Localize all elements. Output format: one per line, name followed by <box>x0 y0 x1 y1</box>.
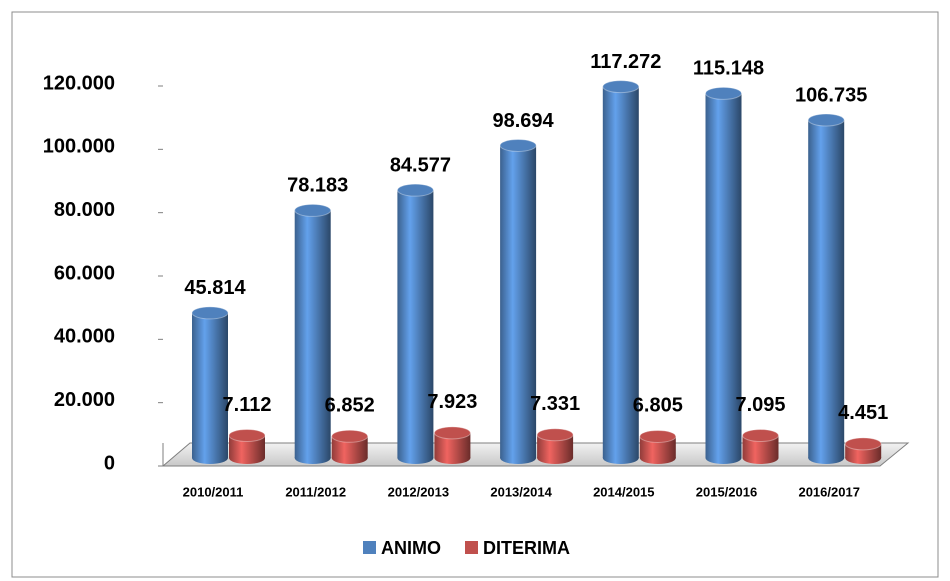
data-label: 7.331 <box>530 393 580 415</box>
legend-swatch <box>363 541 376 554</box>
data-label: 4.451 <box>838 402 888 424</box>
data-label: 6.852 <box>325 395 375 417</box>
x-tick-label: 2014/2015 <box>593 484 654 499</box>
cylinder-top <box>396 183 434 197</box>
x-tick-label: 2010/2011 <box>183 484 244 499</box>
legend-swatch <box>465 541 478 554</box>
cylinder-top <box>639 429 677 443</box>
y-tick-label: 60.000 <box>54 262 115 284</box>
cylinder-top <box>536 428 574 442</box>
cylinder-top <box>742 429 779 443</box>
bar <box>808 120 845 459</box>
bar <box>602 86 639 458</box>
data-label: 106.735 <box>795 84 867 106</box>
bar <box>397 190 434 458</box>
bar <box>331 436 368 458</box>
bar <box>192 312 228 458</box>
x-tick-label: 2012/2013 <box>388 484 449 499</box>
cylinder-top <box>705 86 742 100</box>
cylinder-top <box>331 429 369 443</box>
bar <box>742 435 779 458</box>
data-label: 84.577 <box>390 154 451 176</box>
bar <box>500 145 537 458</box>
legend-label: ANIMO <box>381 538 441 558</box>
bar <box>705 93 742 458</box>
y-tick-label: 120.000 <box>43 72 115 94</box>
cylinder-top <box>191 306 229 320</box>
data-label: 6.805 <box>633 395 683 417</box>
bar <box>229 435 265 458</box>
y-tick-label: 20.000 <box>54 389 115 411</box>
y-tick-label: 80.000 <box>54 199 115 221</box>
cylinder-top <box>499 138 537 152</box>
cylinder-top <box>844 437 882 451</box>
bar <box>294 210 331 458</box>
bar <box>639 436 676 458</box>
data-label: 7.923 <box>427 391 477 413</box>
y-tick-label: 100.000 <box>43 136 115 158</box>
bar <box>537 434 574 458</box>
data-label: 7.095 <box>735 394 785 416</box>
data-label: 78.183 <box>287 175 348 197</box>
y-tick-label: 40.000 <box>54 326 115 348</box>
cylinder-top <box>294 203 332 217</box>
x-tick-label: 2011/2012 <box>285 484 346 499</box>
data-label: 117.272 <box>590 51 661 73</box>
legend-label: DITERIMA <box>483 538 570 558</box>
chart-border <box>11 11 939 578</box>
data-label: 115.148 <box>693 58 764 80</box>
cylinder-top <box>807 113 845 127</box>
data-label: 45.814 <box>184 277 246 299</box>
data-label: 98.694 <box>493 110 555 132</box>
x-tick-label: 2013/2014 <box>490 484 552 499</box>
x-tick-label: 2016/2017 <box>798 484 859 499</box>
cylinder-top <box>228 428 266 442</box>
cylinder-top <box>602 80 640 94</box>
data-label: 7.112 <box>223 394 272 416</box>
y-tick-label: 0 <box>104 452 115 474</box>
x-tick-label: 2015/2016 <box>696 484 757 499</box>
cylinder-top <box>433 426 471 440</box>
